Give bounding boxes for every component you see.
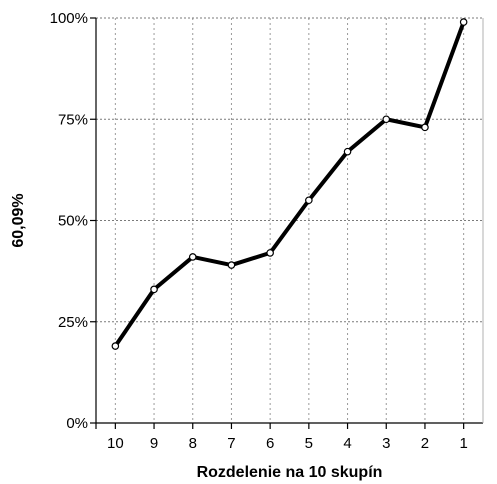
- data-point: [150, 285, 158, 294]
- x-tick-label: 9: [150, 435, 158, 452]
- grid-layer: [96, 17, 483, 423]
- data-point: [382, 115, 391, 124]
- x-tick-label: 2: [421, 435, 429, 452]
- y-tick-label: 50%: [58, 213, 88, 230]
- y-tick-label: 100%: [50, 10, 88, 27]
- data-point: [421, 123, 429, 132]
- y-tick-label: 0%: [66, 415, 88, 432]
- series-layer: [111, 18, 468, 350]
- x-tick-label: 8: [189, 435, 197, 452]
- data-point: [227, 261, 236, 269]
- x-tick-label: 7: [227, 435, 235, 452]
- x-tick-label: 6: [266, 435, 274, 452]
- data-point: [111, 342, 120, 350]
- series-line: [113, 20, 466, 349]
- tick-layer: 0% 25% 50% 75% 100% 10 9 8 7 6 5 4 3 2 1: [50, 10, 468, 452]
- x-tick-label: 1: [459, 435, 467, 452]
- data-point: [343, 147, 352, 156]
- axes-layer: [95, 18, 484, 429]
- y-tick-label: 25%: [58, 314, 88, 331]
- x-tick-label: 4: [343, 435, 351, 452]
- x-tick-label: 10: [107, 435, 124, 452]
- data-point: [188, 253, 197, 261]
- x-tick-label: 3: [382, 435, 390, 452]
- x-axis-title: Rozdelenie na 10 skupín: [197, 464, 383, 481]
- y-axis-title: 60,09%: [10, 193, 27, 247]
- data-point: [266, 249, 274, 257]
- x-tick-label: 5: [305, 435, 313, 452]
- y-tick-label: 75%: [58, 111, 88, 128]
- data-point: [305, 196, 313, 205]
- data-point: [459, 18, 468, 26]
